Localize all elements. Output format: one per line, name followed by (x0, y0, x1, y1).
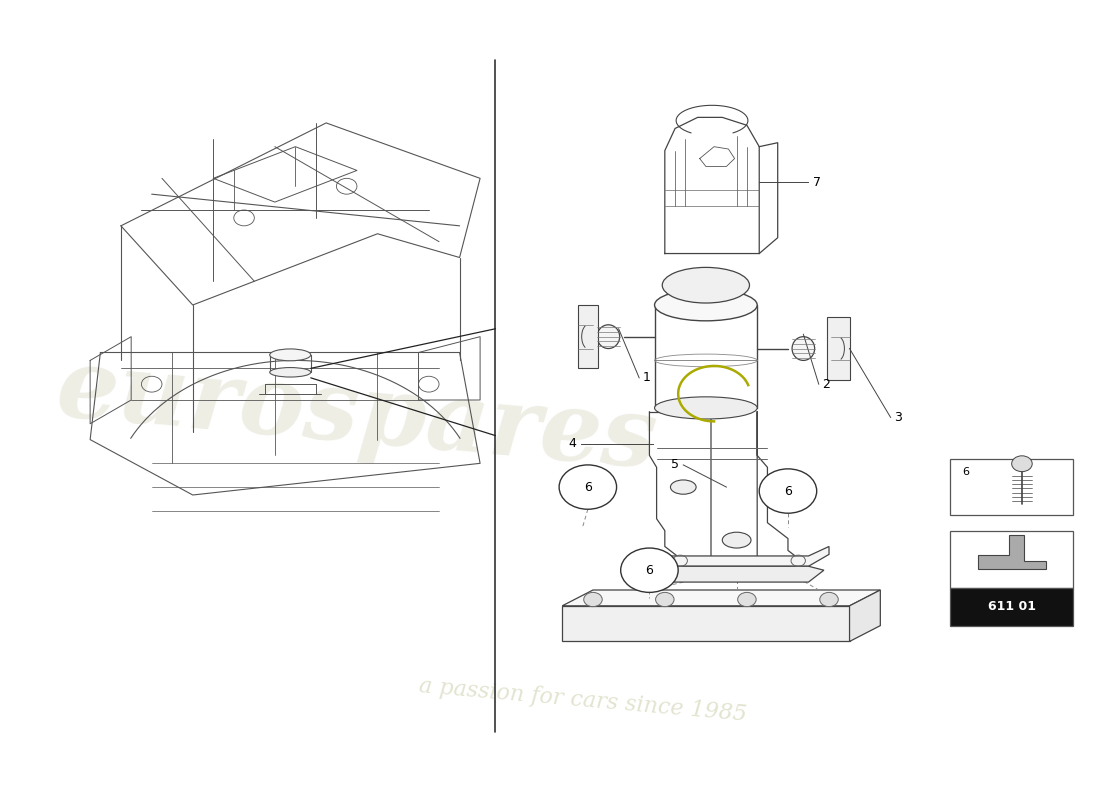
Polygon shape (578, 305, 598, 368)
Text: a passion for cars since 1985: a passion for cars since 1985 (418, 675, 748, 726)
Text: 4: 4 (569, 437, 576, 450)
Ellipse shape (270, 349, 311, 361)
Ellipse shape (654, 289, 757, 321)
Text: 7: 7 (813, 176, 821, 189)
Polygon shape (562, 590, 880, 606)
FancyBboxPatch shape (950, 530, 1074, 588)
Polygon shape (978, 535, 1045, 569)
Circle shape (759, 469, 816, 514)
Ellipse shape (723, 532, 751, 548)
Polygon shape (827, 317, 849, 380)
Ellipse shape (654, 397, 757, 419)
Circle shape (559, 465, 617, 510)
Circle shape (656, 592, 674, 606)
Text: eurospares: eurospares (53, 342, 661, 489)
Circle shape (1012, 456, 1032, 472)
Circle shape (584, 592, 602, 606)
Text: 611 01: 611 01 (988, 600, 1036, 613)
Ellipse shape (671, 480, 696, 494)
Ellipse shape (662, 267, 749, 303)
Text: 6: 6 (646, 564, 653, 577)
FancyBboxPatch shape (950, 588, 1074, 626)
Polygon shape (562, 606, 849, 642)
Text: 1: 1 (642, 371, 650, 384)
Circle shape (738, 592, 756, 606)
Polygon shape (849, 590, 880, 642)
Text: 3: 3 (893, 411, 902, 424)
Polygon shape (660, 546, 829, 566)
Ellipse shape (597, 325, 619, 349)
Circle shape (620, 548, 679, 592)
Polygon shape (670, 566, 824, 582)
Circle shape (820, 592, 838, 606)
Text: 5: 5 (671, 458, 679, 471)
Text: 6: 6 (784, 485, 792, 498)
Ellipse shape (792, 337, 815, 361)
Text: 2: 2 (822, 378, 829, 390)
Ellipse shape (270, 367, 311, 377)
Text: 6: 6 (584, 481, 592, 494)
Text: 6: 6 (962, 467, 969, 477)
